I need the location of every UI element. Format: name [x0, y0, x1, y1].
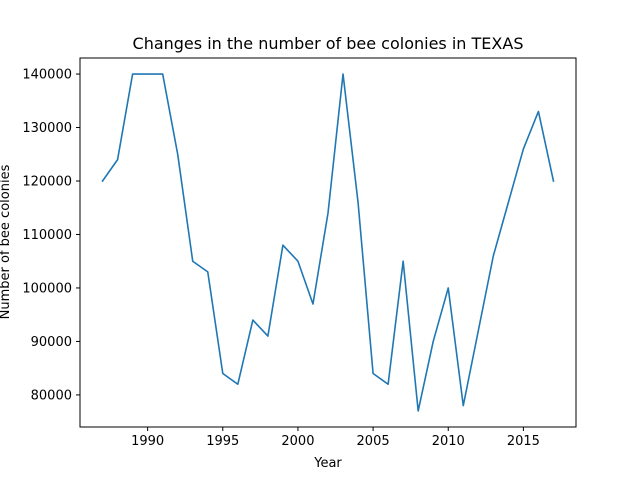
x-axis-label: Year	[313, 456, 342, 471]
y-tick-label: 100000	[22, 281, 72, 296]
x-axis: 1990 1995 2000 2005 2010 2015	[131, 427, 540, 449]
x-tick-label: 1995	[206, 434, 239, 449]
x-tick-label: 2015	[507, 434, 540, 449]
y-tick-label: 110000	[22, 228, 72, 243]
y-axis: 80000 90000 100000 110000 120000 130000 140000	[22, 68, 80, 403]
y-tick-label: 80000	[31, 388, 72, 403]
axes-frame	[79, 57, 577, 428]
series-line-0	[101, 73, 555, 412]
y-tick-label: 120000	[22, 175, 72, 190]
y-tick-label: 90000	[31, 335, 72, 350]
plot-area	[101, 73, 555, 412]
x-tick-label: 2005	[357, 434, 390, 449]
y-tick-label: 140000	[22, 68, 72, 83]
x-tick-label: 2010	[432, 434, 465, 449]
x-tick-label: 2000	[281, 434, 314, 449]
x-tick-label: 1990	[131, 434, 164, 449]
chart-title: Changes in the number of bee colonies in…	[133, 34, 524, 53]
y-axis-label: Number of bee colonies	[0, 164, 13, 319]
y-tick-label: 130000	[22, 121, 72, 136]
